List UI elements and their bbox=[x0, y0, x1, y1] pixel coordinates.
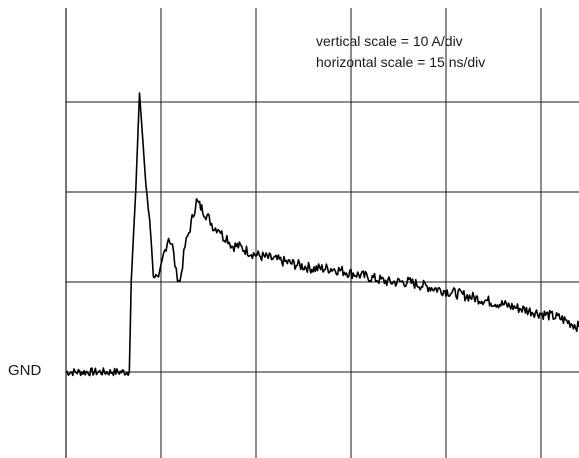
current-trace bbox=[65, 92, 579, 377]
horizontal-scale-annotation: horizontal scale = 15 ns/div bbox=[316, 54, 485, 70]
ground-label: GND bbox=[8, 362, 42, 379]
axis-ticks bbox=[66, 101, 71, 283]
graticule bbox=[65, 8, 579, 458]
vertical-scale-annotation: vertical scale = 10 A/div bbox=[316, 33, 463, 49]
